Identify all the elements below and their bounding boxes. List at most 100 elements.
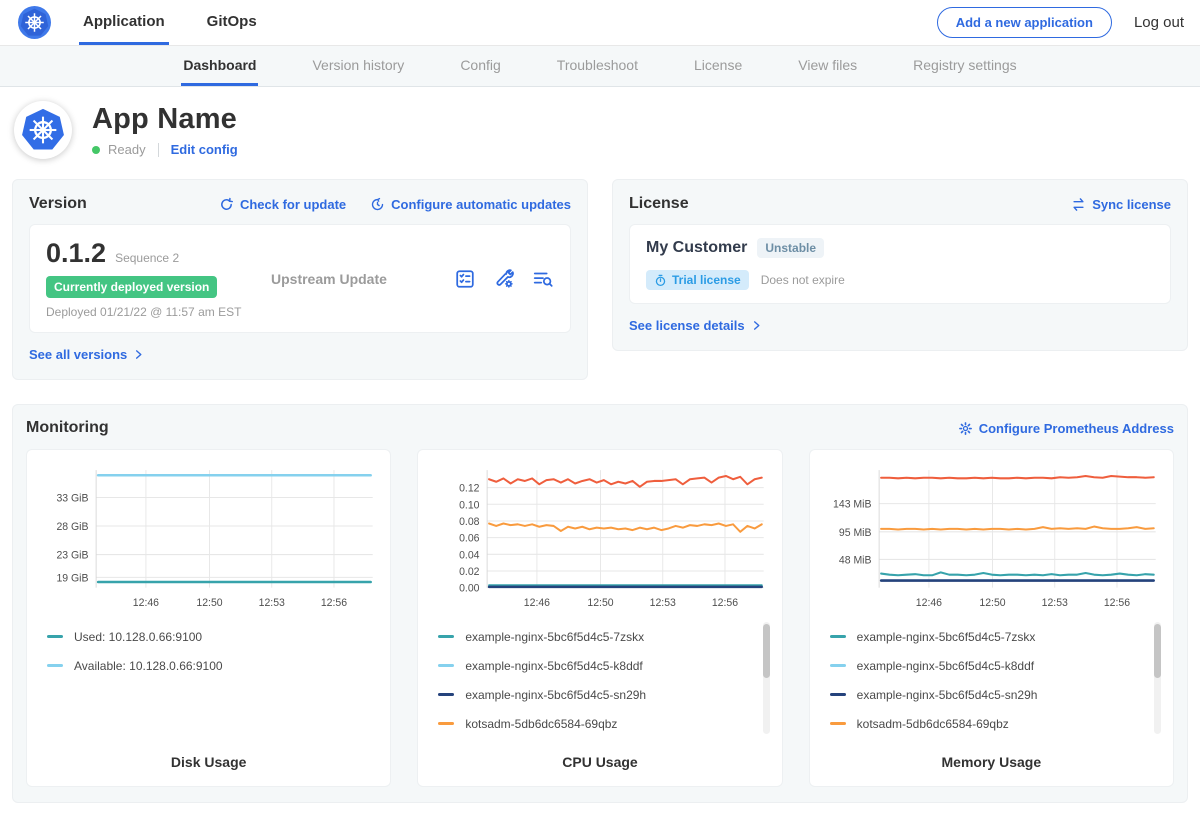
top-nav-tabs: Application GitOps [79, 0, 261, 45]
legend-item: example-nginx-5bc6f5d4c5-k8ddf [438, 651, 751, 680]
svg-text:0.02: 0.02 [459, 566, 479, 578]
trial-license-label: Trial license [672, 273, 741, 287]
svg-text:23 GiB: 23 GiB [56, 549, 88, 561]
deployed-timestamp: Deployed 01/21/22 @ 11:57 am EST [46, 305, 271, 319]
svg-text:12:50: 12:50 [196, 597, 222, 609]
legend-label: example-nginx-5bc6f5d4c5-7zskx [465, 630, 644, 644]
divider [158, 143, 159, 157]
subnav-tab-dashboard[interactable]: Dashboard [181, 46, 258, 86]
svg-text:12:50: 12:50 [979, 597, 1005, 609]
legend-item: Used: 10.128.0.66:9100 [47, 622, 360, 651]
chart-plot: 143 MiB95 MiB48 MiB12:4612:5012:5312:56 [820, 462, 1163, 614]
legend-label: kotsadm-5db6dc6584-69qbz [857, 717, 1009, 731]
legend-item: example-nginx-5bc6f5d4c5-k8ddf [830, 651, 1143, 680]
svg-text:12:50: 12:50 [588, 597, 614, 609]
legend-scrollbar-thumb[interactable] [763, 624, 770, 678]
legend-label: Available: 10.128.0.66:9100 [74, 659, 223, 673]
chart-legend: Used: 10.128.0.66:9100 Available: 10.128.… [37, 620, 380, 740]
legend-color-dash [830, 664, 846, 667]
legend-label: example-nginx-5bc6f5d4c5-k8ddf [857, 659, 1034, 673]
checklist-icon[interactable] [454, 268, 476, 290]
legend-scrollbar[interactable] [1154, 622, 1161, 734]
stopwatch-icon [654, 274, 667, 287]
subnav-tab-view-files[interactable]: View files [796, 46, 859, 86]
subnav-tab-registry-settings[interactable]: Registry settings [911, 46, 1018, 86]
refresh-icon [219, 197, 234, 212]
customer-name: My Customer [646, 239, 747, 257]
svg-text:12:46: 12:46 [524, 597, 550, 609]
monitoring-card: Monitoring Configure Prometheus Address … [12, 404, 1188, 803]
check-for-update-label: Check for update [240, 197, 346, 212]
license-card-title: License [629, 195, 689, 213]
legend-item: example-nginx-5bc6f5d4c5-sn29h [438, 680, 751, 709]
logout-button[interactable]: Log out [1134, 14, 1184, 31]
kubernetes-logo [18, 0, 51, 45]
legend-label: example-nginx-5bc6f5d4c5-sn29h [857, 688, 1038, 702]
svg-text:95 MiB: 95 MiB [839, 527, 872, 539]
version-card-title: Version [29, 195, 87, 213]
legend-label: example-nginx-5bc6f5d4c5-7zskx [857, 630, 1036, 644]
legend-scrollbar[interactable] [763, 622, 770, 734]
sync-license-link[interactable]: Sync license [1071, 197, 1171, 212]
chart-legend: example-nginx-5bc6f5d4c5-7zskx example-ng… [820, 620, 1163, 740]
license-expiry: Does not expire [761, 273, 845, 287]
top-nav: ApplicationGitOps Add a new application … [0, 0, 1200, 46]
status-dot [92, 146, 100, 154]
version-number: 0.1.2 [46, 238, 106, 269]
svg-text:12:56: 12:56 [321, 597, 347, 609]
see-all-versions-link[interactable]: See all versions [29, 347, 144, 362]
topnav-tab-gitops[interactable]: GitOps [203, 0, 261, 45]
legend-label: kotsadm-5db6dc6584-69qbz [465, 717, 617, 731]
configure-automatic-updates-link[interactable]: Configure automatic updates [370, 197, 571, 212]
chart-title: CPU Usage [428, 754, 771, 770]
edit-config-link[interactable]: Edit config [171, 142, 238, 157]
subnav-tab-license[interactable]: License [692, 46, 744, 86]
subnav-tab-config[interactable]: Config [458, 46, 502, 86]
legend-item: example-nginx-5bc6f5d4c5-7zskx [438, 622, 751, 651]
svg-text:12:53: 12:53 [1041, 597, 1067, 609]
configure-automatic-updates-label: Configure automatic updates [391, 197, 571, 212]
svg-text:143 MiB: 143 MiB [833, 498, 871, 510]
svg-text:33 GiB: 33 GiB [56, 492, 88, 504]
svg-text:0.08: 0.08 [459, 516, 479, 528]
chevron-right-icon [133, 349, 144, 360]
trial-license-badge: Trial license [646, 270, 749, 290]
app-sub-nav: Dashboard Version history Config Troublesho… [0, 46, 1200, 87]
topnav-tab-application[interactable]: Application [79, 0, 169, 45]
subnav-tab-version-history[interactable]: Version history [310, 46, 406, 86]
chart-card-memory-usage: 143 MiB95 MiB48 MiB12:4612:5012:5312:56e… [809, 449, 1174, 787]
svg-text:0.06: 0.06 [459, 532, 479, 544]
wrench-gear-icon[interactable] [493, 268, 515, 290]
app-header: App Name Ready Edit config [0, 87, 1200, 171]
version-source: Upstream Update [271, 271, 454, 287]
legend-label: example-nginx-5bc6f5d4c5-k8ddf [465, 659, 642, 673]
legend-item: kotsadm-5db6dc6584-69qbz [438, 709, 751, 738]
legend-color-dash [830, 722, 846, 725]
legend-item: Available: 10.128.0.66:9100 [47, 651, 360, 680]
gear-icon [958, 421, 973, 436]
chart-legend: example-nginx-5bc6f5d4c5-7zskx example-ng… [428, 620, 771, 740]
license-card: License Sync license My Customer Unstabl… [612, 179, 1188, 351]
chart-card-disk-usage: 33 GiB28 GiB23 GiB19 GiB12:4612:5012:531… [26, 449, 391, 787]
chart-plot: 0.120.100.080.060.040.020.0012:4612:5012… [428, 462, 771, 614]
logs-search-icon[interactable] [532, 268, 554, 290]
subnav-tab-troubleshoot[interactable]: Troubleshoot [555, 46, 640, 86]
legend-color-dash [438, 664, 454, 667]
legend-item: example-nginx-5bc6f5d4c5-sn29h [830, 680, 1143, 709]
legend-color-dash [830, 635, 846, 638]
monitoring-title: Monitoring [26, 419, 109, 437]
legend-label: example-nginx-5bc6f5d4c5-sn29h [465, 688, 646, 702]
configure-prometheus-link[interactable]: Configure Prometheus Address [958, 421, 1174, 436]
see-license-details-label: See license details [629, 318, 745, 333]
version-sequence: Sequence 2 [115, 251, 179, 265]
check-for-update-link[interactable]: Check for update [219, 197, 346, 212]
legend-scrollbar-thumb[interactable] [1154, 624, 1161, 678]
add-application-button[interactable]: Add a new application [937, 7, 1112, 38]
sync-icon [1071, 197, 1086, 212]
see-license-details-link[interactable]: See license details [629, 318, 762, 333]
legend-label: Used: 10.128.0.66:9100 [74, 630, 202, 644]
chart-title: Memory Usage [820, 754, 1163, 770]
app-kubernetes-icon [14, 101, 72, 159]
svg-text:0.10: 0.10 [459, 499, 479, 511]
svg-text:12:56: 12:56 [1104, 597, 1130, 609]
